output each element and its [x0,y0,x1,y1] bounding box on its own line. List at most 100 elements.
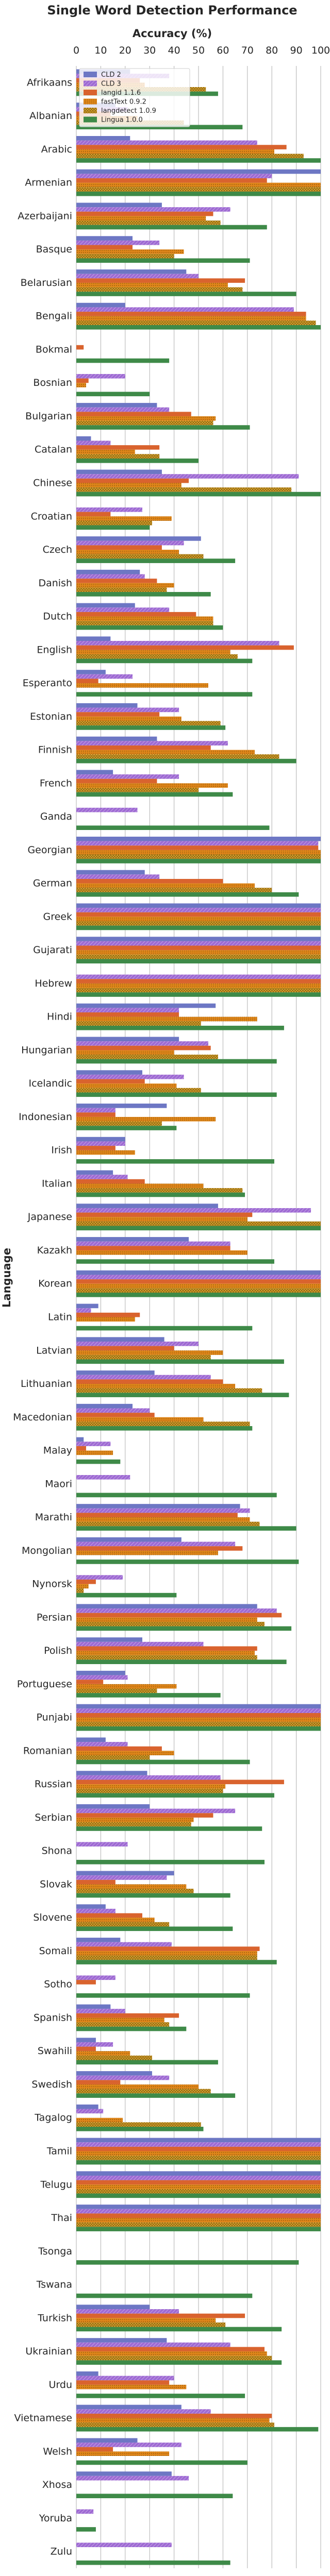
bar-langid-1-1-6-hindi [76,1012,179,1017]
bar-lingua-1-0-0-gujarati [76,959,321,964]
bar-hatch-fasttext-0-9-2-estonian [76,716,182,721]
bar-lingua-1-0-0-tamil [76,2160,321,2165]
bar-cld-2-telugu [76,2171,321,2176]
bar-hatch-fasttext-0-9-2-malay [76,1450,113,1455]
bar-hatch-cld-3-bosnian [76,374,125,379]
bar-hatch-fasttext-0-9-2-basque [76,249,184,254]
bar-langid-1-1-6-polish [76,1646,257,1651]
bar-hatch-langdetect-1-0-9-somali [76,1955,257,1960]
bar-langid-1-1-6-finnish [76,745,211,750]
y-tick-label-tagalog: Tagalog [34,2112,72,2124]
bar-hatch-langdetect-1-0-9-indonesian [76,1121,162,1126]
bar-langid-1-1-6-belarusian [76,278,245,283]
bar-hatch-fasttext-0-9-2-belarusian [76,282,228,287]
bar-hatch-fasttext-0-9-2-vietnamese [76,2418,270,2423]
y-tick-label-bulgarian: Bulgarian [25,411,72,422]
bar-hatch-cld-3-lithuanian [76,1375,211,1380]
bar-hatch-langdetect-1-0-9-polish [76,1655,257,1660]
bar-lingua-1-0-0-swedish [76,2093,236,2098]
bar-cld-2-catalan [76,436,91,441]
x-tick-label: 60 [217,45,229,56]
y-tick-label-urdu: Urdu [49,2379,73,2391]
y-tick-label-gujarati: Gujarati [33,944,72,956]
bar-hatch-fasttext-0-9-2-bosnian [76,383,86,387]
bar-hatch-langdetect-1-0-9-slovene [76,1922,170,1927]
bar-hatch-langdetect-1-0-9-portuguese [76,1688,157,1693]
bar-hatch-langdetect-1-0-9-macedonian [76,1421,250,1427]
bar-cld-2-bulgarian [76,403,157,408]
bar-langid-1-1-6-urdu [76,2380,170,2385]
bar-hatch-langdetect-1-0-9-french [76,787,199,792]
bar-lingua-1-0-0-tsonga [76,2260,299,2265]
bar-hatch-cld-3-maori [76,1475,130,1480]
y-tick-label-estonian: Estonian [30,711,72,722]
bar-hatch-langdetect-1-0-9-finnish [76,754,279,759]
bar-hatch-langdetect-1-0-9-ukrainian [76,2355,272,2361]
y-tick-label-tswana: Tswana [36,2279,72,2291]
bar-langid-1-1-6-serbian [76,1813,213,1818]
bar-langid-1-1-6-bokmal [76,345,84,350]
bar-langid-1-1-6-german [76,878,223,884]
bar-lingua-1-0-0-italian [76,1192,245,1197]
bar-hatch-cld-3-croatian [76,507,142,512]
bar-langid-1-1-6-somali [76,1946,260,1951]
bar-langid-1-1-6-armenian [76,178,267,183]
bar-hatch-fasttext-0-9-2-bengali [76,316,306,321]
y-tick-label-dutch: Dutch [43,611,72,622]
bar-langid-1-1-6-turkish [76,2313,245,2318]
bar-langid-1-1-6-tamil [76,2146,321,2151]
bar-hatch-langdetect-1-0-9-japanese [76,1221,321,1226]
bar-hatch-cld-3-romanian [76,1742,128,1747]
bar-lingua-1-0-0-urdu [76,2394,245,2398]
bar-lingua-1-0-0-zulu [76,2560,230,2565]
y-tick-label-ganda: Ganda [40,811,72,822]
bar-hatch-fasttext-0-9-2-swedish [76,2084,199,2089]
y-tick-label-italian: Italian [42,1178,72,1189]
y-tick-label-xhosa: Xhosa [42,2479,72,2490]
bar-cld-2-icelandic [76,1070,142,1075]
bar-lingua-1-0-0-arabic [76,158,321,163]
bar-lingua-1-0-0-lithuanian [76,1393,289,1397]
bar-hatch-cld-3-ganda [76,807,138,812]
bar-hatch-cld-3-hindi [76,1008,179,1013]
bar-hatch-cld-3-persian [76,1608,277,1613]
bar-langid-1-1-6-bengali [76,312,306,316]
bar-langid-1-1-6-persian [76,1613,282,1618]
y-tick-label-bokmal: Bokmal [36,344,72,355]
y-tick-label-azerbaijani: Azerbaijani [18,210,72,222]
bar-langid-1-1-6-icelandic [76,1079,145,1084]
bar-cld-2-latvian [76,1337,164,1342]
bar-hatch-fasttext-0-9-2-hindi [76,1016,257,1022]
y-tick-label-croatian: Croatian [31,511,72,522]
bar-hatch-cld-3-telugu [76,2175,321,2180]
bar-lingua-1-0-0-macedonian [76,1426,253,1431]
y-tick-label-nynorsk: Nynorsk [32,1579,72,1590]
bar-hatch-fasttext-0-9-2-german [76,883,255,888]
bar-cld-2-macedonian [76,1403,133,1409]
y-tick-label-polish: Polish [44,1645,72,1656]
bar-langid-1-1-6-hungarian [76,1045,211,1050]
y-tick-label-portuguese: Portuguese [17,1679,72,1690]
bar-hatch-fasttext-0-9-2-welsh [76,2451,170,2456]
bar-cld-2-somali [76,1938,121,1942]
bar-hatch-fasttext-0-9-2-arabic [76,149,274,154]
y-tick-label-tsonga: Tsonga [38,2246,72,2257]
legend-box [79,68,190,127]
bar-hatch-langdetect-1-0-9-tamil [76,2156,321,2160]
bar-hatch-cld-3-indonesian [76,1108,116,1113]
x-tick-label: 0 [73,45,79,56]
bar-lingua-1-0-0-maori [76,1493,277,1498]
bar-lingua-1-0-0-welsh [76,2460,248,2465]
bar-lingua-1-0-0-slovak [76,1893,230,1898]
y-tick-label-swahili: Swahili [38,2045,72,2057]
y-tick-label-turkish: Turkish [37,2312,72,2324]
bar-hatch-langdetect-1-0-9-croatian [76,520,152,526]
y-tick-label-catalan: Catalan [35,444,72,455]
bar-hatch-langdetect-1-0-9-catalan [76,454,160,459]
bar-cld-2-urdu [76,2371,98,2376]
bar-hatch-cld-3-swedish [76,2075,170,2080]
bar-cld-2-punjabi [76,1704,321,1709]
legend-label-cld-2: CLD 2 [101,71,121,79]
bar-lingua-1-0-0-nynorsk [76,1592,177,1598]
bar-hatch-fasttext-0-9-2-finnish [76,750,255,755]
